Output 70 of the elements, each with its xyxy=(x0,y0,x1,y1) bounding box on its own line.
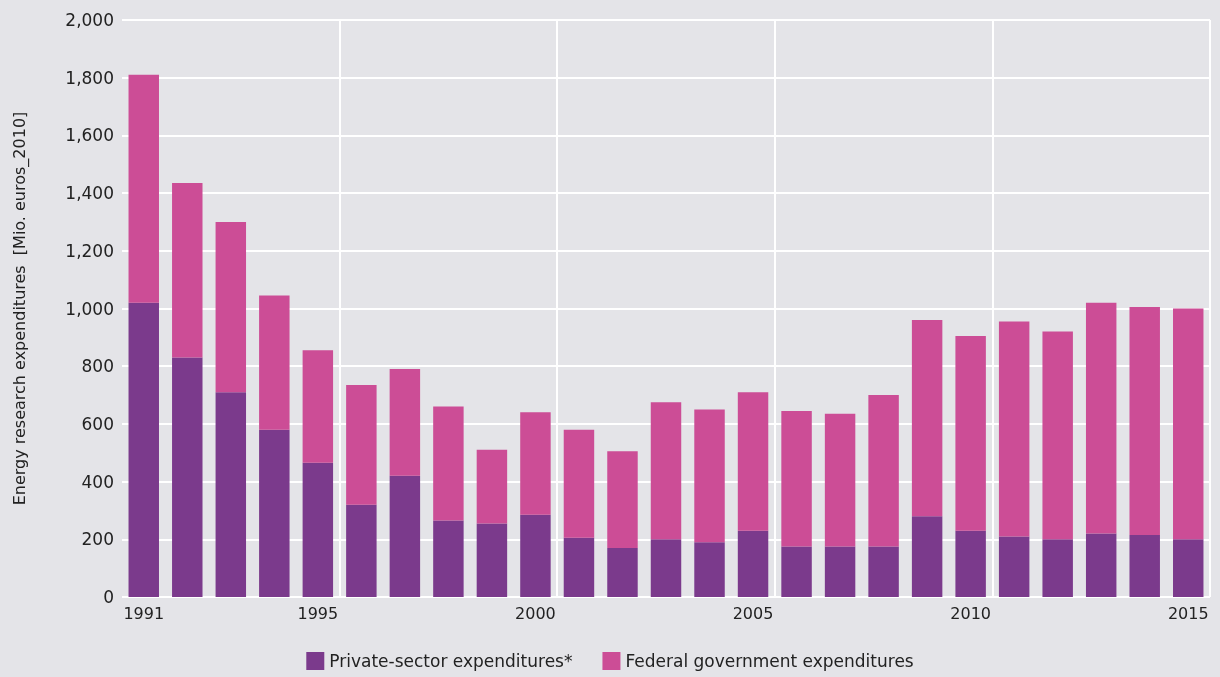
bar xyxy=(172,183,203,358)
bar xyxy=(824,413,856,547)
bar xyxy=(1085,302,1117,534)
y-tick-label: 400 xyxy=(81,471,114,492)
bar xyxy=(302,350,334,463)
x-tick-label: 2005 xyxy=(732,603,774,623)
bar xyxy=(563,537,595,597)
bar xyxy=(868,395,899,547)
bar xyxy=(563,429,595,538)
bar xyxy=(259,295,290,430)
y-axis-title: Energy research expenditures [Mio. euros_2010] xyxy=(9,111,30,506)
bar xyxy=(911,516,943,597)
x-tick-label: 1991 xyxy=(123,603,165,623)
y-tick-label: 600 xyxy=(81,413,114,434)
x-tick-label: 2015 xyxy=(1167,603,1209,623)
bar xyxy=(911,320,943,517)
x-tick-label: 2010 xyxy=(950,603,991,623)
bar xyxy=(172,357,203,597)
bar xyxy=(998,321,1030,537)
bar xyxy=(607,451,638,548)
bar xyxy=(868,546,899,597)
bar xyxy=(1085,533,1117,597)
y-tick-label: 2,000 xyxy=(65,10,114,30)
legend-label: Private-sector expenditures* xyxy=(329,651,573,671)
y-tick-label: 1,200 xyxy=(65,240,114,261)
bar xyxy=(650,402,682,540)
bar xyxy=(520,514,551,597)
bar xyxy=(607,547,638,597)
x-tick-label: 1995 xyxy=(297,603,339,623)
y-tick-label: 200 xyxy=(81,529,114,550)
bar xyxy=(433,520,464,597)
y-tick-label: 800 xyxy=(81,356,114,377)
bar xyxy=(302,462,334,597)
bar xyxy=(1129,534,1160,597)
bar xyxy=(955,335,986,531)
y-tick-label: 1,600 xyxy=(65,125,114,146)
y-tick-label: 0 xyxy=(103,587,114,607)
bar xyxy=(650,539,682,597)
bar xyxy=(737,530,769,597)
bar xyxy=(955,530,986,597)
bar xyxy=(215,392,247,597)
bar xyxy=(694,409,725,543)
bar xyxy=(346,504,377,597)
bar xyxy=(476,449,508,524)
bar xyxy=(215,221,247,393)
bar xyxy=(781,410,812,547)
bar xyxy=(389,475,421,597)
y-tick-label: 1,800 xyxy=(65,67,114,88)
bar xyxy=(824,546,856,597)
bar xyxy=(1042,331,1073,540)
bar xyxy=(737,392,769,531)
bar xyxy=(1173,308,1204,540)
bar xyxy=(1129,307,1160,535)
bar xyxy=(346,384,377,505)
bar xyxy=(389,369,421,476)
legend-label: Federal government expenditures xyxy=(625,651,914,671)
x-tick-label: 2000 xyxy=(515,603,556,623)
bar xyxy=(781,546,812,597)
bar xyxy=(433,406,464,521)
bar xyxy=(998,536,1030,597)
bar xyxy=(1042,539,1073,597)
bar xyxy=(259,429,290,597)
y-tick-label: 1,000 xyxy=(65,298,114,319)
bar xyxy=(694,542,725,597)
y-tick-label: 1,400 xyxy=(65,183,114,204)
bar xyxy=(128,302,159,597)
bar xyxy=(1173,539,1204,597)
bar xyxy=(128,74,159,303)
bar xyxy=(520,412,551,515)
bar xyxy=(476,523,508,597)
